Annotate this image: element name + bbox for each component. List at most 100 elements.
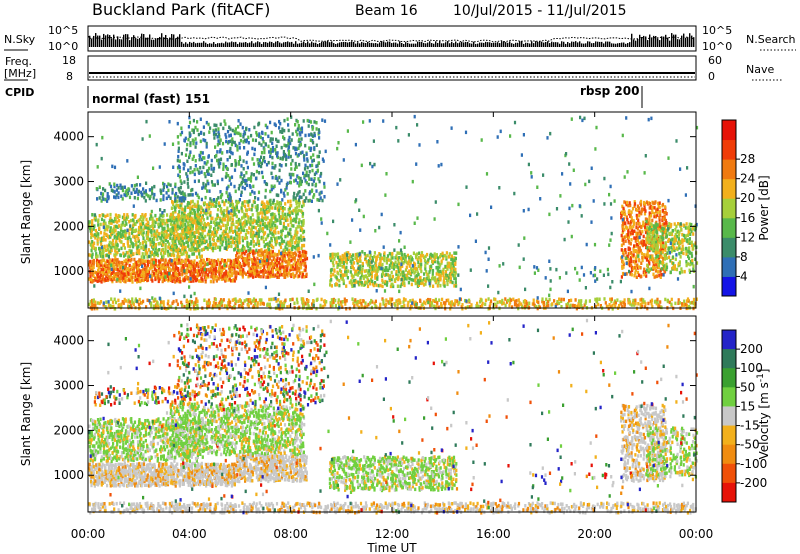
echo-cell — [270, 297, 273, 302]
echo-cell — [162, 250, 165, 255]
echo-cell — [90, 265, 93, 269]
echo-cell — [97, 218, 100, 222]
echo-cell — [257, 252, 260, 257]
echo-cell — [176, 276, 179, 280]
echo-cell — [96, 275, 99, 279]
echo-cell — [243, 212, 246, 217]
echo-cell — [238, 198, 241, 202]
noise-bar — [673, 34, 675, 47]
echo-cell — [302, 243, 306, 248]
echo-cell — [358, 281, 362, 285]
noise-bar — [309, 43, 311, 47]
echo-cell — [217, 277, 220, 281]
echo-cell — [162, 194, 165, 198]
echo-cell — [188, 264, 191, 269]
echo-cell — [428, 270, 431, 274]
noise-bar — [203, 41, 205, 47]
echo-cell — [670, 297, 673, 302]
echo-cell — [381, 297, 384, 301]
echo-cell — [254, 262, 257, 266]
echo-cell — [132, 228, 135, 233]
echo-cell — [113, 182, 116, 186]
echo-cell — [623, 227, 626, 232]
echo-cell — [480, 298, 483, 302]
echo-cell — [111, 279, 114, 284]
echo-cell — [269, 249, 272, 253]
echo-cell — [198, 213, 202, 218]
echo-cell — [299, 254, 302, 258]
echo-cell — [225, 171, 228, 176]
echo-cell — [210, 173, 213, 177]
echo-cell — [146, 269, 149, 273]
echo-cell — [272, 216, 275, 220]
echo-cell — [323, 181, 326, 186]
echo-cell — [91, 298, 94, 303]
echo-cell — [210, 258, 213, 263]
echo-cell — [284, 245, 287, 249]
echo-cell — [141, 271, 144, 275]
echo-cell — [334, 303, 337, 308]
echo-cell — [345, 284, 348, 288]
echo-cell — [171, 261, 174, 266]
echo-cell — [199, 150, 202, 155]
echo-cell — [301, 212, 305, 216]
noise-bar — [253, 43, 255, 47]
echo-cell — [403, 252, 406, 257]
echo-cell — [263, 266, 266, 270]
echo-cell — [441, 297, 444, 302]
echo-cell — [407, 271, 410, 276]
echo-cell — [689, 301, 692, 305]
echo-cell — [169, 222, 172, 226]
echo-cell — [374, 304, 377, 308]
echo-cell — [495, 304, 498, 308]
noise-bar — [265, 42, 267, 47]
echo-cell — [104, 221, 107, 226]
echo-cell — [142, 299, 145, 304]
noise-bar — [517, 42, 519, 47]
echo-cell — [219, 273, 223, 277]
echo-cell — [92, 261, 95, 265]
echo-cell — [392, 262, 395, 266]
echo-cell — [103, 258, 106, 263]
echo-cell — [109, 229, 112, 233]
echo-cell — [216, 213, 219, 217]
noise-bar — [627, 43, 629, 47]
echo-cell — [628, 298, 631, 302]
echo-cell — [172, 236, 175, 241]
echo-cell — [274, 223, 277, 228]
echo-cell — [112, 219, 115, 224]
echo-cell — [538, 305, 542, 309]
echo-cell — [541, 297, 544, 301]
echo-cell — [188, 224, 191, 228]
echo-cell — [316, 297, 319, 302]
echo-cell — [269, 139, 272, 143]
echo-cell — [296, 212, 299, 216]
echo-cell — [247, 274, 250, 279]
echo-cell — [305, 181, 308, 185]
echo-cell — [408, 255, 411, 260]
echo-cell — [132, 263, 135, 267]
echo-cell — [597, 302, 600, 307]
echo-cell — [281, 127, 284, 131]
echo-cell — [142, 215, 145, 219]
noise-bar — [495, 42, 497, 47]
echo-cell — [449, 307, 452, 311]
echo-cell — [683, 303, 686, 307]
echo-cell — [185, 233, 188, 237]
echo-cell — [305, 256, 309, 261]
echo-cell — [238, 155, 241, 159]
echo-cell — [135, 183, 138, 187]
echo-cell — [194, 237, 197, 242]
noise-bar — [615, 43, 617, 47]
echo-cell — [255, 169, 258, 174]
echo-cell — [282, 135, 285, 139]
echo-cell — [124, 253, 127, 257]
echo-cell — [201, 240, 205, 245]
echo-cell — [277, 298, 280, 302]
noise-bar — [465, 41, 467, 47]
echo-cell — [251, 146, 254, 151]
echo-cell — [526, 305, 529, 309]
echo-cell — [304, 254, 307, 259]
echo-cell — [267, 144, 270, 149]
echo-cell — [294, 208, 297, 213]
